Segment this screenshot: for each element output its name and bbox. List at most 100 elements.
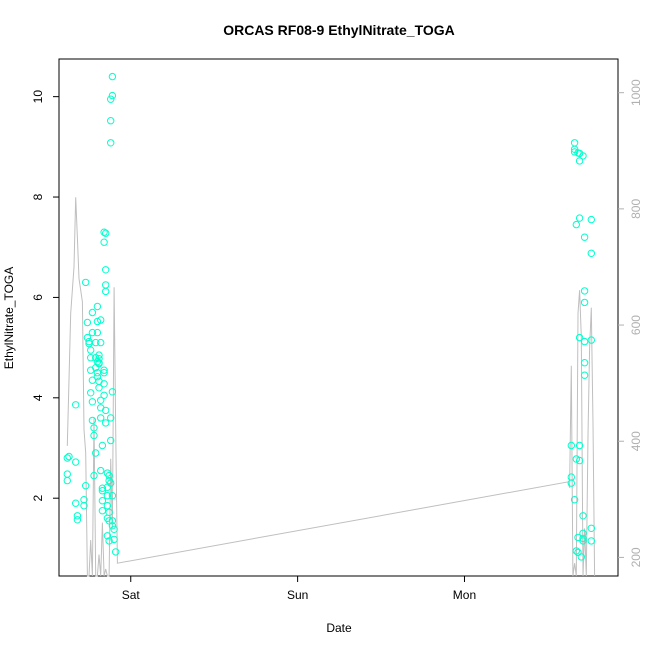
data-point [575, 441, 584, 450]
data-point [575, 333, 584, 342]
data-point [103, 532, 112, 540]
y2-tick-label: 1000 [629, 79, 643, 106]
data-point [102, 229, 110, 237]
data-point [72, 401, 80, 409]
data-point [570, 139, 579, 147]
data-point [92, 338, 100, 347]
data-point [575, 157, 584, 165]
data-point [93, 373, 102, 381]
data-point [574, 533, 582, 542]
data-point [579, 512, 587, 520]
data-point [102, 266, 110, 274]
data-point [110, 535, 118, 544]
data-point [100, 391, 108, 399]
y-axis-title: EthylNitrate_TOGA [2, 267, 16, 369]
data-point [65, 452, 73, 461]
data-point [63, 476, 72, 485]
data-point [567, 441, 575, 450]
data-point [63, 470, 72, 478]
data-point [98, 497, 107, 505]
data-point [587, 336, 595, 344]
data-point [97, 396, 105, 404]
data-point [87, 346, 95, 354]
data-point [107, 139, 115, 147]
data-point [107, 414, 115, 422]
data-point [575, 456, 584, 465]
y2-tick-label: 400 [629, 431, 643, 451]
data-point [93, 302, 102, 311]
data-point [580, 337, 589, 346]
x-tick-label: Sun [287, 588, 308, 602]
data-point [105, 537, 113, 545]
data-point [103, 492, 112, 500]
data-point [88, 416, 97, 425]
data-point [97, 338, 105, 347]
data-point [100, 366, 108, 374]
data-point [587, 215, 595, 224]
data-point [83, 318, 92, 327]
data-point [105, 508, 113, 516]
data-point [570, 148, 579, 156]
data-point [87, 389, 95, 397]
data-point [97, 414, 105, 422]
data-point [95, 355, 103, 363]
y2-tick-label: 200 [629, 547, 643, 567]
data-point [95, 360, 103, 368]
x-axis-title: Date [326, 621, 352, 635]
data-point [579, 534, 587, 543]
data-point [107, 117, 115, 125]
y-tick-label: 2 [31, 495, 45, 502]
data-point [82, 278, 90, 287]
data-point [575, 214, 584, 222]
data-point [102, 419, 110, 427]
data-point [108, 72, 117, 81]
data-point [572, 547, 580, 555]
data-point [587, 249, 595, 258]
data-point [100, 238, 108, 246]
y-tick-label: 6 [31, 294, 45, 301]
data-point [572, 220, 580, 229]
data-point [108, 517, 117, 525]
data-point [95, 351, 103, 359]
data-point [570, 496, 579, 504]
data-point [580, 298, 589, 307]
data-point [567, 479, 575, 487]
data-point [87, 354, 95, 362]
data-point [88, 328, 97, 337]
data-point [102, 281, 110, 289]
data-point [107, 95, 115, 103]
data-point [80, 502, 88, 510]
data-point [108, 91, 117, 100]
data-point [92, 449, 100, 457]
data-point [587, 524, 595, 532]
data-point [580, 359, 589, 367]
data-point [97, 316, 105, 324]
data-point [72, 499, 80, 507]
data-point [577, 553, 585, 561]
data-point [98, 507, 107, 515]
pressure-line-layer [66, 197, 596, 577]
y2-tick-label: 800 [629, 199, 643, 219]
y-tick-label: 10 [31, 90, 45, 104]
data-point [98, 441, 107, 450]
data-point [90, 424, 98, 432]
data-point [100, 228, 108, 236]
data-point [105, 517, 113, 525]
data-point [90, 431, 98, 440]
data-point [73, 516, 82, 524]
scatter-point-layer [63, 72, 595, 561]
data-point [100, 380, 108, 388]
data-point [108, 388, 117, 396]
data-point [88, 398, 97, 406]
axis-layer: Sat Sun Mon 2 4 6 8 10 200 400 600 800 1000 [31, 79, 643, 602]
data-point [98, 487, 107, 495]
data-point [580, 233, 589, 241]
x-tick-label: Sat [122, 588, 141, 602]
y2-tick-label: 600 [629, 315, 643, 335]
data-point [587, 537, 595, 545]
data-point [90, 471, 98, 480]
x-tick-label: Mon [453, 588, 476, 602]
data-point [107, 436, 115, 445]
y-tick-label: 4 [31, 394, 45, 401]
